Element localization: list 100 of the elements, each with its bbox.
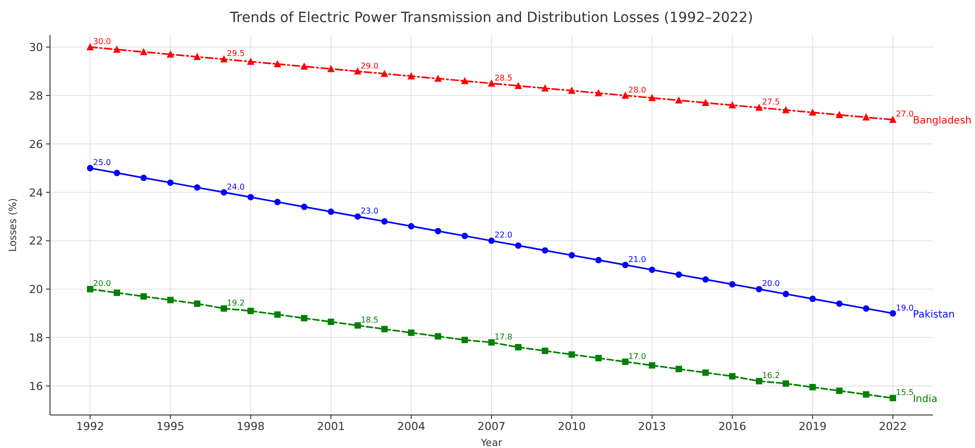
point [140, 293, 147, 300]
data-label: 23.0 [360, 206, 379, 216]
data-label: 19.2 [226, 298, 245, 308]
point [809, 296, 816, 302]
x-tick-label: 2016 [718, 420, 746, 433]
data-label: 19.0 [896, 303, 914, 312]
point [300, 204, 308, 210]
point [836, 388, 843, 394]
x-tick-label: 2010 [558, 420, 586, 433]
x-tick-label: 2019 [798, 420, 827, 433]
point [676, 271, 682, 278]
data-label: 27.0 [896, 110, 914, 119]
point [140, 48, 148, 56]
data-label: 30.0 [93, 37, 111, 46]
point [247, 194, 254, 200]
point [167, 296, 174, 304]
point [381, 218, 388, 225]
point [193, 52, 201, 60]
y-tick-label: 20 [29, 283, 43, 296]
point [622, 358, 628, 365]
point [594, 89, 602, 96]
point [86, 43, 94, 50]
point [114, 170, 120, 176]
point [862, 305, 870, 312]
point [568, 351, 575, 358]
point [890, 310, 896, 317]
point [86, 286, 94, 292]
data-label: 28.0 [628, 86, 646, 95]
x-tick-label: 1995 [156, 420, 184, 433]
point [729, 281, 736, 288]
point [648, 362, 656, 369]
data-label: 29.0 [360, 61, 379, 70]
data-label: 29.5 [226, 49, 245, 58]
point [328, 208, 334, 215]
x-tick-label: 2007 [478, 420, 506, 433]
data-label: 25.0 [93, 158, 111, 168]
point [220, 305, 228, 312]
point [782, 106, 790, 114]
y-tick-label: 18 [29, 332, 43, 345]
point [568, 86, 576, 94]
point [782, 290, 790, 298]
point [622, 262, 628, 268]
y-tick-label: 16 [29, 380, 43, 393]
point [434, 228, 442, 234]
point [595, 256, 602, 264]
series-label: Bangladesh [912, 116, 972, 127]
x-tick-label: 1998 [236, 420, 265, 433]
x-tick-label: 1992 [76, 420, 104, 433]
point [462, 232, 468, 240]
data-label: 27.5 [762, 98, 780, 107]
data-label: 22.0 [494, 230, 512, 240]
point [755, 104, 763, 111]
point [166, 50, 174, 58]
point [488, 79, 496, 87]
point [140, 174, 147, 182]
point [756, 286, 762, 292]
data-label: 20.0 [93, 279, 111, 288]
point [247, 308, 254, 314]
point [542, 247, 548, 254]
point [756, 378, 762, 384]
point [408, 72, 415, 80]
point [381, 326, 388, 332]
point [246, 58, 254, 65]
data-label: 18.5 [360, 315, 379, 324]
point [274, 311, 281, 318]
x-axis-title: Year [480, 438, 503, 448]
point [541, 84, 549, 92]
y-axis-title: Losses (%) [8, 198, 19, 252]
point [836, 110, 844, 118]
y-tick-label: 26 [29, 138, 43, 151]
point [648, 266, 656, 273]
point [542, 348, 548, 354]
point [167, 179, 174, 186]
x-tick-label: 2022 [878, 420, 907, 433]
point [328, 318, 334, 326]
point [114, 290, 120, 296]
series-label: Pakistan [912, 309, 955, 320]
point [836, 300, 843, 307]
point [488, 238, 495, 244]
point [782, 380, 790, 387]
point [675, 96, 683, 104]
point [862, 113, 870, 120]
data-label: 28.5 [494, 73, 512, 82]
data-label: 17.0 [628, 352, 646, 361]
point [274, 198, 281, 206]
point [862, 391, 870, 398]
point [86, 164, 94, 172]
point [890, 394, 896, 402]
data-label: 24.0 [226, 182, 245, 192]
point [113, 46, 121, 53]
point [194, 300, 200, 307]
point [194, 184, 200, 191]
point [514, 82, 522, 90]
point [808, 108, 816, 116]
point [889, 116, 897, 123]
y-tick-label: 28 [29, 90, 43, 103]
point [220, 189, 228, 196]
point [380, 70, 388, 77]
data-label: 15.5 [896, 388, 914, 398]
point [408, 223, 414, 230]
